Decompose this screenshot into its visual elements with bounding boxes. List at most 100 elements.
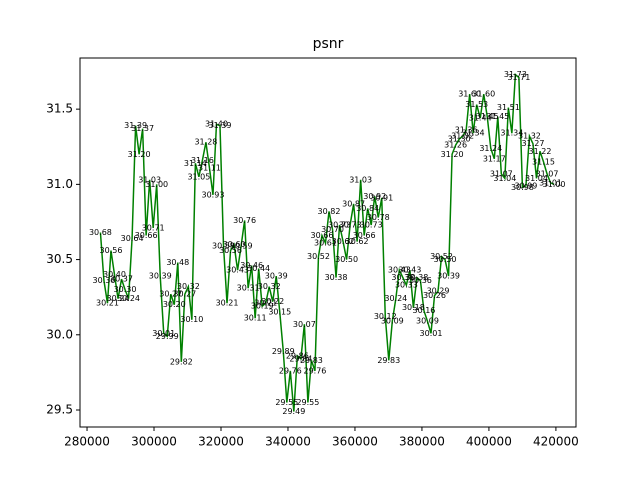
value-label: 31.04	[493, 174, 516, 183]
value-label: 31.32	[451, 132, 474, 141]
value-label: 31.37	[131, 124, 154, 133]
value-label: 31.04	[525, 174, 548, 183]
value-label: 31.51	[497, 103, 520, 112]
value-label: 31.01	[539, 178, 562, 187]
value-label: 30.46	[240, 261, 263, 270]
value-label: 30.19	[251, 302, 274, 311]
value-label: 31.60	[472, 90, 495, 99]
value-label: 30.38	[391, 273, 414, 282]
value-label: 30.70	[321, 225, 344, 234]
value-label: 30.82	[318, 207, 341, 216]
value-label: 30.09	[416, 317, 439, 326]
value-label: 30.66	[135, 231, 158, 240]
value-label: 30.31	[237, 284, 260, 293]
value-label: 31.28	[194, 138, 217, 147]
value-label: 30.61	[314, 239, 337, 248]
value-label: 31.36	[455, 126, 478, 135]
value-label: 30.43	[226, 266, 249, 275]
value-label: 30.10	[180, 315, 203, 324]
value-label: 30.21	[96, 299, 119, 308]
y-tick-label: 31.5	[46, 102, 73, 116]
value-label: 29.76	[279, 366, 302, 375]
value-label: 30.59	[230, 242, 253, 251]
value-label: 30.62	[332, 237, 355, 246]
value-label: 30.36	[92, 276, 115, 285]
value-label: 31.17	[483, 154, 506, 163]
value-label: 30.01	[420, 329, 443, 338]
value-label: 30.66	[311, 231, 334, 240]
value-label: 29.49	[282, 407, 305, 416]
value-label: 31.03	[349, 175, 372, 184]
value-label: 30.73	[360, 220, 383, 229]
value-label: 30.52	[307, 252, 330, 261]
plot-area: 280000 300000 320000 340000 360000 380000 4000…	[46, 57, 579, 449]
value-label: 30.44	[247, 264, 270, 273]
value-label: 30.27	[173, 290, 196, 299]
y-tick-label: 30.0	[46, 327, 73, 341]
value-label: 30.07	[293, 320, 316, 329]
value-label: 30.62	[346, 237, 369, 246]
value-label: 30.60	[223, 240, 246, 249]
value-label: 30.22	[261, 297, 284, 306]
value-label: 30.98	[511, 183, 534, 192]
y-tick-label: 30.5	[46, 252, 73, 266]
value-label: 29.83	[377, 356, 400, 365]
x-tick-label: 360000	[332, 435, 378, 449]
value-label: 30.39	[149, 272, 172, 281]
value-label: 30.21	[216, 299, 239, 308]
value-label: 30.50	[434, 255, 457, 264]
value-label: 31.39	[209, 121, 232, 130]
value-label: 30.01	[152, 329, 175, 338]
value-label: 30.43	[388, 266, 411, 275]
chart-title: psnr	[313, 36, 344, 52]
value-label: 31.15	[532, 157, 555, 166]
y-tick-label: 29.5	[46, 403, 73, 417]
value-label: 30.24	[107, 294, 130, 303]
value-label: 29.55	[275, 398, 298, 407]
value-label: 30.32	[177, 282, 200, 291]
value-label: 31.20	[441, 150, 464, 159]
value-label: 29.82	[170, 357, 193, 366]
x-tick-label: 380000	[399, 435, 445, 449]
value-label: 30.20	[163, 300, 186, 309]
value-label: 30.29	[427, 287, 450, 296]
value-label: 30.50	[335, 255, 358, 264]
value-label: 30.87	[342, 199, 365, 208]
value-label: 31.07	[536, 169, 559, 178]
value-label: 29.86	[286, 351, 309, 360]
value-label: 31.30	[448, 135, 471, 144]
value-label: 30.56	[100, 246, 123, 255]
x-tick-label: 280000	[64, 435, 110, 449]
value-label: 30.39	[265, 272, 288, 281]
value-label: 30.99	[514, 181, 537, 190]
x-tick-label: 400000	[466, 435, 512, 449]
value-label: 31.11	[198, 163, 221, 172]
value-label: 31.71	[507, 73, 530, 82]
value-label: 31.34	[462, 129, 485, 138]
value-label: 31.39	[124, 121, 147, 130]
value-label: 30.24	[117, 294, 140, 303]
value-label: 30.93	[202, 190, 225, 199]
value-label: 31.00	[145, 180, 168, 189]
value-label: 29.99	[156, 332, 179, 341]
value-label: 31.00	[543, 180, 566, 189]
value-label: 30.73	[339, 220, 362, 229]
value-label: 29.76	[303, 366, 326, 375]
value-label: 30.48	[166, 258, 189, 267]
value-label: 31.03	[138, 175, 161, 184]
value-label: 30.84	[356, 204, 379, 213]
value-label: 29.83	[300, 356, 323, 365]
value-label: 31.45	[476, 112, 499, 121]
value-label: 30.66	[353, 231, 376, 240]
value-label: 30.30	[114, 285, 137, 294]
y-tick-label: 31.0	[46, 177, 73, 191]
value-label: 30.18	[402, 303, 425, 312]
value-label: 30.12	[374, 312, 397, 321]
value-label: 31.16	[191, 156, 214, 165]
value-label: 31.26	[444, 141, 467, 150]
value-label: 31.73	[504, 70, 527, 79]
value-label: 30.16	[412, 306, 435, 315]
value-label: 30.39	[437, 272, 460, 281]
value-label: 31.53	[465, 100, 488, 109]
